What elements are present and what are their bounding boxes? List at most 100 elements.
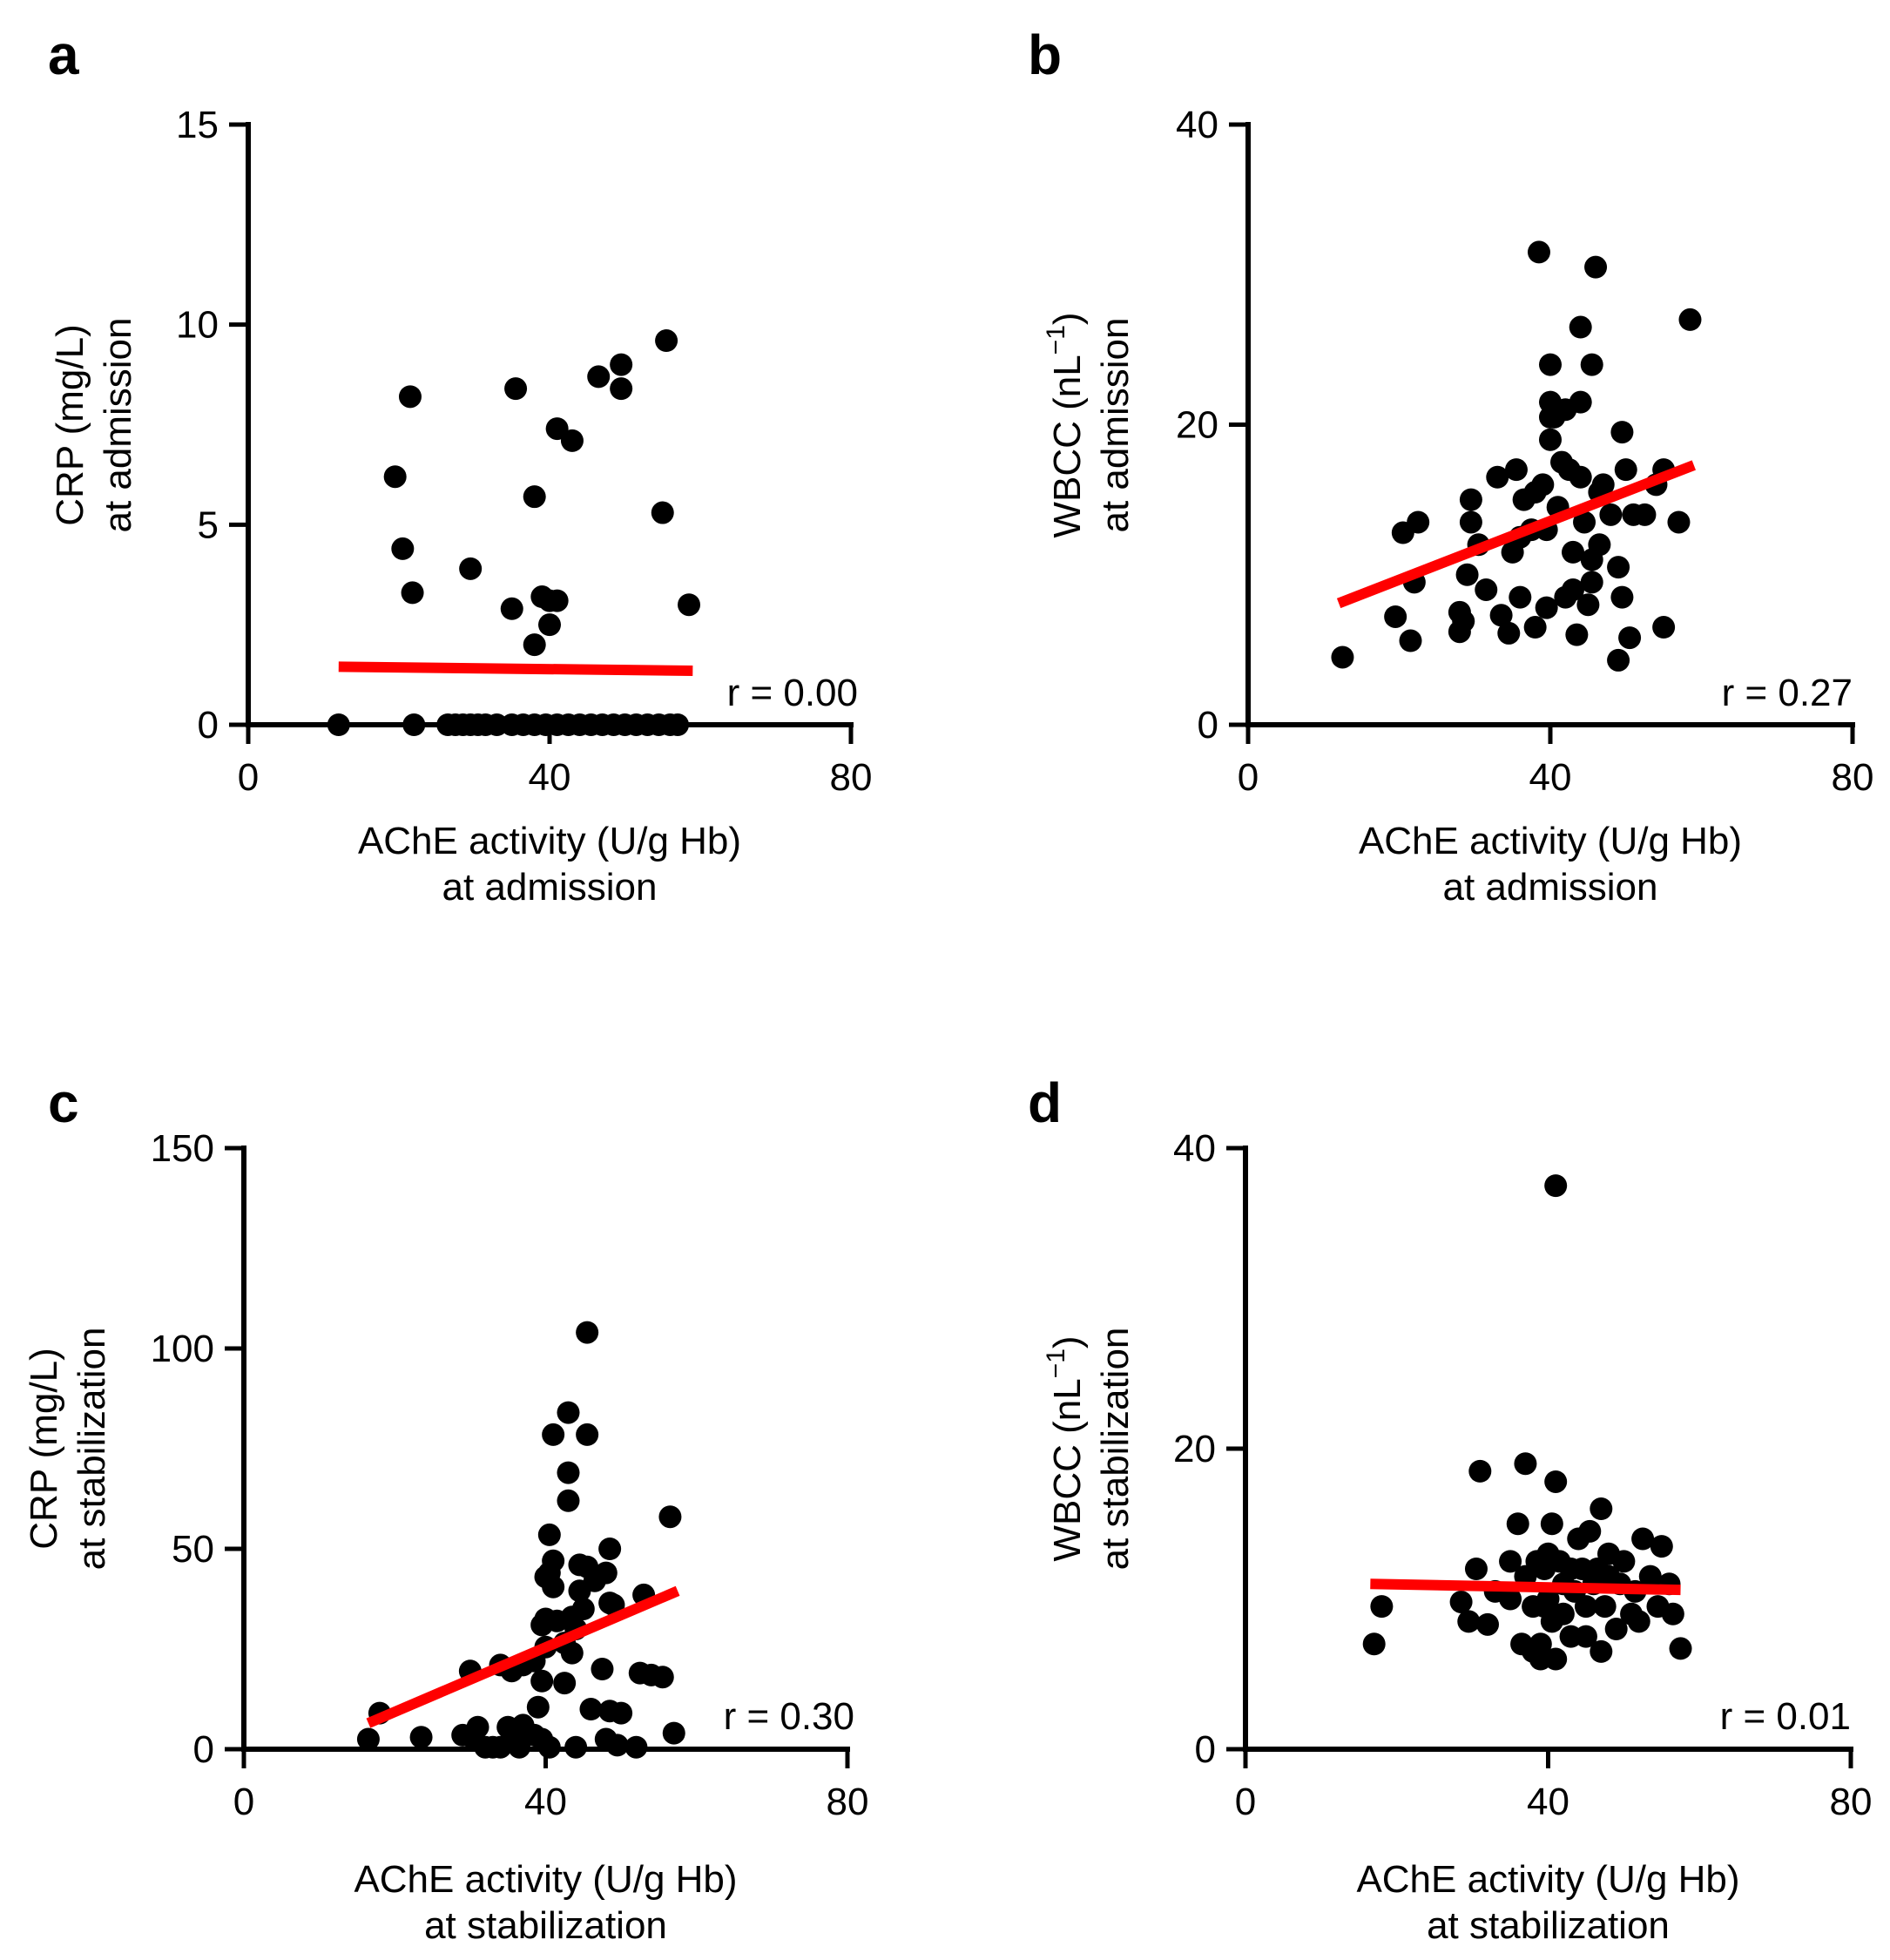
correlation-label: r = 0.00 bbox=[727, 672, 858, 714]
data-point bbox=[1652, 616, 1676, 639]
data-point bbox=[1562, 540, 1585, 564]
data-point bbox=[1590, 1497, 1613, 1520]
data-point bbox=[538, 613, 561, 637]
x-tick-label: 40 bbox=[524, 1781, 567, 1823]
y-axis-title-close: ) bbox=[1046, 312, 1089, 325]
data-point bbox=[508, 1735, 531, 1759]
data-point bbox=[1455, 563, 1479, 586]
data-point bbox=[1497, 621, 1521, 645]
regression-line bbox=[1336, 460, 1696, 609]
correlation-label: r = 0.27 bbox=[1722, 672, 1853, 714]
data-point bbox=[1565, 623, 1589, 646]
data-point bbox=[1569, 315, 1592, 339]
data-point bbox=[1569, 390, 1592, 414]
data-point bbox=[1610, 585, 1634, 609]
x-tick-label: 40 bbox=[1527, 1781, 1569, 1823]
data-point bbox=[598, 1538, 622, 1560]
data-point bbox=[542, 1549, 565, 1572]
y-axis-title-main: WBCC (nL bbox=[1046, 1378, 1089, 1561]
data-point bbox=[383, 465, 407, 489]
data-point bbox=[591, 1658, 614, 1680]
y-axis-title: CRP (mg/L) bbox=[23, 1348, 65, 1549]
x-tick-label: 0 bbox=[1238, 756, 1259, 799]
x-tick-label: 0 bbox=[233, 1781, 254, 1823]
data-point bbox=[651, 1666, 674, 1689]
panel-letter: b bbox=[1028, 24, 1062, 86]
panel-letter: c bbox=[48, 1071, 79, 1134]
data-point bbox=[1362, 1632, 1386, 1656]
x-axis-title: AChE activity (U/g Hb) bbox=[1356, 1858, 1739, 1901]
data-point bbox=[557, 1461, 580, 1484]
y-axis-subtitle: at stabilization bbox=[71, 1328, 113, 1571]
data-point bbox=[1535, 596, 1558, 619]
data-point bbox=[560, 429, 584, 452]
data-point bbox=[571, 1598, 595, 1620]
regression-line bbox=[338, 661, 693, 676]
data-point bbox=[576, 1423, 599, 1446]
data-point bbox=[1384, 605, 1407, 628]
data-point bbox=[1407, 510, 1430, 534]
data-point bbox=[459, 557, 483, 580]
y-tick-label: 50 bbox=[172, 1528, 214, 1571]
y-tick-label: 5 bbox=[198, 504, 219, 546]
data-point bbox=[545, 417, 569, 441]
data-point bbox=[1489, 604, 1513, 627]
data-point bbox=[1544, 1647, 1568, 1671]
data-point bbox=[1590, 1639, 1613, 1663]
y-axis-title-superscript: −1 bbox=[1042, 325, 1070, 355]
data-point bbox=[605, 1734, 629, 1757]
data-point bbox=[1331, 645, 1354, 669]
data-point bbox=[658, 1505, 682, 1529]
y-axis-title: WBCC (nL−1) bbox=[1042, 1335, 1089, 1561]
data-point bbox=[1633, 503, 1657, 526]
y-axis-subtitle: at admission bbox=[1094, 317, 1137, 532]
data-point bbox=[542, 1575, 565, 1598]
panel-letter: a bbox=[48, 24, 79, 86]
data-point bbox=[610, 353, 633, 376]
x-axis-subtitle: at stabilization bbox=[1427, 1904, 1670, 1947]
data-point bbox=[530, 1669, 554, 1693]
x-tick-label: 0 bbox=[238, 756, 259, 799]
data-point bbox=[523, 633, 546, 657]
x-tick-label: 80 bbox=[1830, 1781, 1873, 1823]
data-point bbox=[542, 1423, 565, 1446]
data-point bbox=[1370, 1595, 1394, 1619]
data-point bbox=[579, 1698, 603, 1720]
data-point bbox=[1475, 578, 1498, 601]
data-point bbox=[610, 1701, 633, 1725]
data-point bbox=[504, 377, 528, 401]
data-point bbox=[1531, 473, 1555, 497]
data-point bbox=[1591, 473, 1615, 497]
data-point bbox=[1610, 421, 1634, 444]
data-point bbox=[1562, 578, 1585, 601]
data-point bbox=[398, 385, 422, 409]
data-point bbox=[1540, 1512, 1563, 1536]
data-point bbox=[1449, 1590, 1473, 1613]
x-tick-label: 80 bbox=[830, 756, 873, 799]
x-axis-title: AChE activity (U/g Hb) bbox=[1359, 820, 1742, 862]
data-point bbox=[1399, 629, 1422, 652]
y-tick-label: 150 bbox=[151, 1127, 214, 1170]
data-point bbox=[1514, 1452, 1537, 1476]
data-point bbox=[564, 1735, 588, 1759]
data-point bbox=[1459, 510, 1482, 534]
data-point bbox=[523, 485, 546, 509]
data-point bbox=[557, 1401, 580, 1424]
data-point bbox=[1459, 488, 1482, 511]
data-point bbox=[655, 329, 678, 353]
data-point bbox=[401, 581, 424, 605]
data-point bbox=[1627, 1610, 1650, 1633]
data-point bbox=[466, 1715, 489, 1739]
data-point bbox=[537, 1523, 561, 1546]
data-point bbox=[1612, 1550, 1636, 1573]
data-point bbox=[1468, 1459, 1492, 1483]
y-tick-label: 40 bbox=[1173, 1127, 1216, 1170]
data-point bbox=[391, 537, 415, 560]
x-axis-subtitle: at admission bbox=[442, 866, 657, 909]
y-tick-label: 0 bbox=[1198, 704, 1218, 747]
data-point bbox=[1499, 1587, 1522, 1611]
